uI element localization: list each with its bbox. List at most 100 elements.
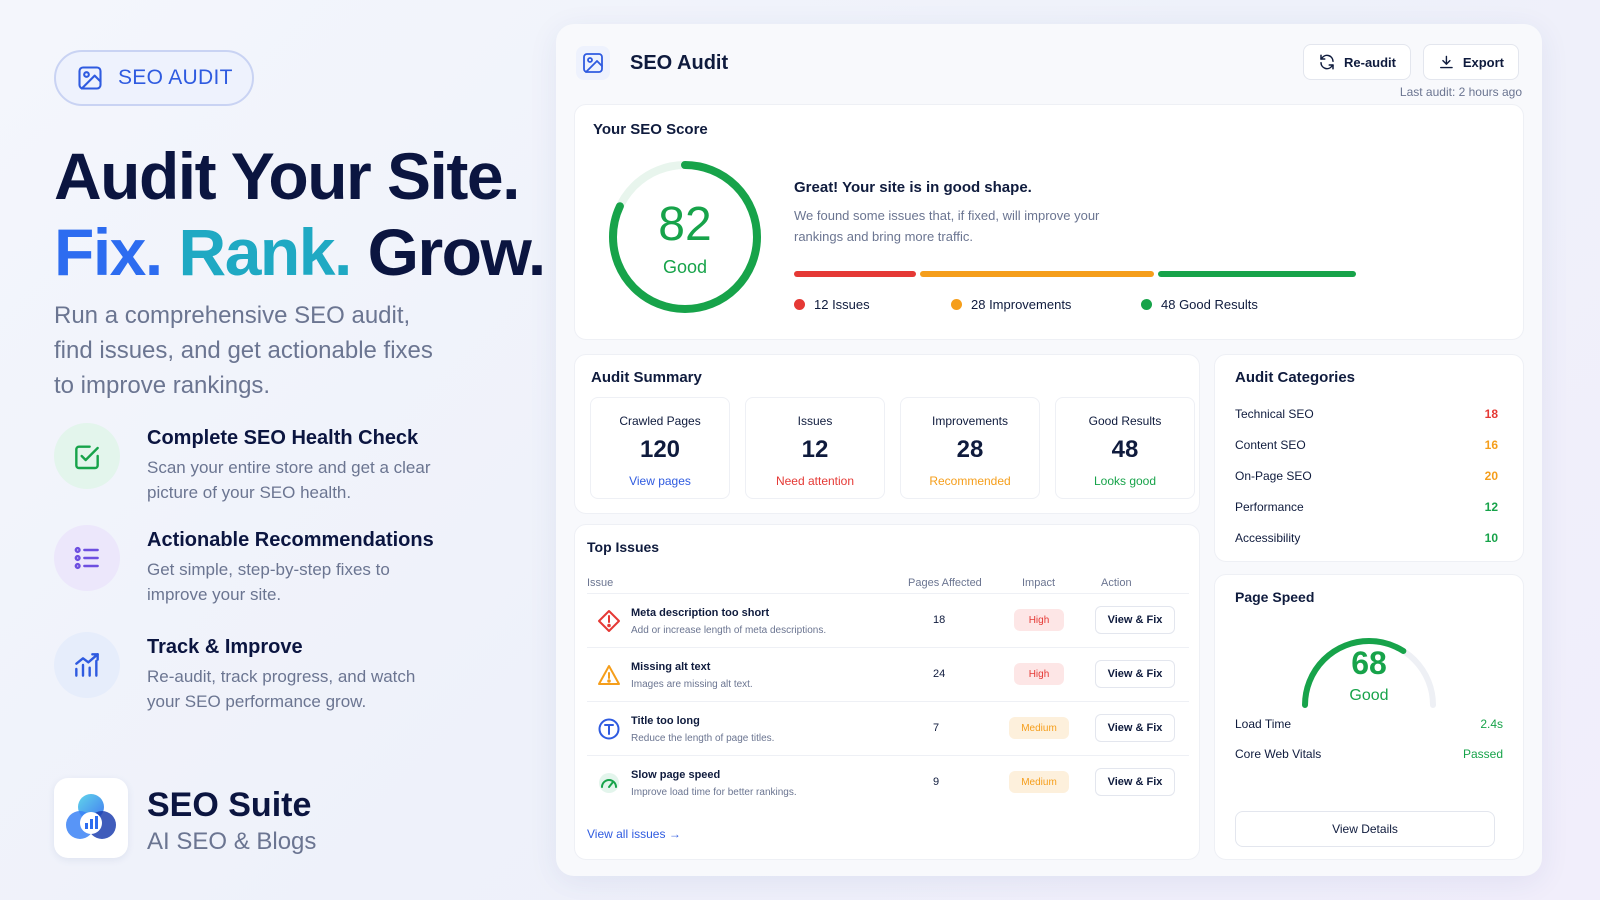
category-count: 12 <box>1484 500 1498 514</box>
headline-grow: Grow. <box>367 215 547 289</box>
view-fix-button[interactable]: View & Fix <box>1095 606 1175 634</box>
app-title: SEO Audit <box>630 52 729 74</box>
score-value: 82 <box>658 198 712 251</box>
category-count: 10 <box>1484 531 1498 545</box>
feature-title: Track & Improve <box>147 636 303 658</box>
feature-desc: Get simple, step-by-step fixes to improv… <box>147 560 390 604</box>
red-dot-icon <box>794 299 805 310</box>
issue-pages: 7 <box>933 722 940 734</box>
load-time-label: Load Time <box>1235 717 1292 731</box>
audit-summary-card: Audit Summary Crawled Pages 120 View pag… <box>574 354 1200 514</box>
feature-title: Actionable Recommendations <box>147 529 434 551</box>
image-icon <box>576 46 610 80</box>
category-count: 16 <box>1484 438 1498 452</box>
issue-title: Slow page speed <box>631 769 721 781</box>
brand-subtitle: AI SEO & Blogs <box>147 828 317 855</box>
feature-health-check: Complete SEO Health Check Scan your enti… <box>54 423 494 503</box>
stat-subtext: Need attention <box>775 474 855 488</box>
list-icon <box>54 525 120 591</box>
legend-issues: 12 Issues <box>794 297 870 312</box>
stat-subtext: Recommended <box>929 474 1011 488</box>
seo-audit-app: SEO Audit Re-audit Export Last audit: 2 … <box>556 24 1542 876</box>
speed-label: Good <box>1349 687 1389 704</box>
category-row[interactable]: Performance 12 <box>1235 500 1503 518</box>
improvements-bar <box>920 271 1154 277</box>
badge-label: SEO AUDIT <box>118 66 233 89</box>
table-row: Slow page speed Improve load time for be… <box>587 755 1189 809</box>
speed-heading: Page Speed <box>1235 589 1315 605</box>
cwv-value: Passed <box>1462 747 1503 761</box>
stat-label: Crawled Pages <box>619 414 701 428</box>
stat-issues: Issues 12 Need attention <box>745 397 885 499</box>
category-row[interactable]: Content SEO 16 <box>1235 438 1503 456</box>
reaudit-button[interactable]: Re-audit <box>1303 44 1411 80</box>
category-label: Content SEO <box>1235 438 1306 452</box>
category-row[interactable]: Accessibility 10 <box>1235 531 1503 549</box>
refresh-icon <box>1320 54 1334 70</box>
impact-badge: Medium <box>1009 717 1069 739</box>
legend-label: 12 Issues <box>814 297 870 312</box>
export-button[interactable]: Export <box>1423 44 1519 80</box>
speed-gauge <box>1302 638 1436 708</box>
stat-improvements: Improvements 28 Recommended <box>900 397 1040 499</box>
green-dot-icon <box>1141 299 1152 310</box>
feature-desc: Re-audit, track progress, and watch your… <box>147 667 416 711</box>
category-label: Accessibility <box>1235 531 1301 545</box>
seo-audit-badge: SEO AUDIT <box>54 50 254 106</box>
good-results-bar <box>1158 271 1356 277</box>
stat-label: Good Results <box>1088 414 1162 428</box>
table-row: Missing alt text Images are missing alt … <box>587 647 1189 701</box>
view-fix-button[interactable]: View & Fix <box>1095 768 1175 796</box>
impact-badge: Medium <box>1009 771 1069 793</box>
headline-rank: Rank. <box>178 215 353 289</box>
issue-desc: Images are missing alt text. <box>631 679 753 690</box>
load-time-row: Load Time 2.4s <box>1235 717 1503 733</box>
reaudit-label: Re-audit <box>1344 54 1396 70</box>
brand-logo <box>54 778 128 858</box>
table-row: Title too long Reduce the length of page… <box>587 701 1189 755</box>
table-row: Meta description too short Add or increa… <box>587 593 1189 647</box>
feature-title: Complete SEO Health Check <box>147 427 419 449</box>
view-pages-link[interactable]: View pages <box>629 474 691 488</box>
feature-track-improve: Track & Improve Re-audit, track progress… <box>54 632 494 712</box>
category-row[interactable]: Technical SEO 18 <box>1235 407 1503 425</box>
stat-value: 120 <box>639 436 681 463</box>
seo-score-card: Your SEO Score 82 Good Great! Your site … <box>574 104 1524 340</box>
column-header-impact: Impact <box>1022 577 1056 589</box>
checklist-icon <box>54 423 120 489</box>
core-web-vitals-row: Core Web Vitals Passed <box>1235 747 1503 763</box>
score-message-body: We found some issues that, if fixed, wil… <box>794 208 1100 244</box>
stat-label: Issues <box>797 414 833 428</box>
summary-heading: Audit Summary <box>591 369 702 386</box>
column-header-issue: Issue <box>587 577 614 589</box>
stat-subtext: Looks good <box>1093 474 1157 488</box>
headline-line1: Audit Your Site. <box>54 139 520 213</box>
view-fix-button[interactable]: View & Fix <box>1095 660 1175 688</box>
category-row[interactable]: On-Page SEO 20 <box>1235 469 1503 487</box>
categories-heading: Audit Categories <box>1235 369 1356 386</box>
warning-triangle-icon <box>598 665 620 685</box>
score-gauge <box>609 161 761 313</box>
legend-label: 28 Improvements <box>971 297 1072 312</box>
issue-pages: 9 <box>933 776 940 788</box>
issues-bar <box>794 271 916 277</box>
issue-title: Missing alt text <box>631 661 711 673</box>
stat-crawled-pages: Crawled Pages 120 View pages <box>590 397 730 499</box>
impact-badge: High <box>1014 609 1064 631</box>
top-issues-card: Top Issues Issue Pages Affected Impact A… <box>574 524 1200 860</box>
headline-line2: Fix. Rank. Grow. <box>54 214 547 290</box>
view-details-button[interactable]: View Details <box>1235 811 1495 847</box>
growth-chart-icon <box>54 632 120 698</box>
feature-recommendations: Actionable Recommendations Get simple, s… <box>54 525 494 605</box>
view-fix-button[interactable]: View & Fix <box>1095 714 1175 742</box>
stat-value: 12 <box>801 436 829 463</box>
issue-desc: Add or increase length of meta descripti… <box>631 625 827 636</box>
impact-badge: High <box>1014 663 1064 685</box>
cwv-label: Core Web Vitals <box>1235 747 1322 761</box>
legend-improvements: 28 Improvements <box>951 297 1071 312</box>
stat-value: 48 <box>1111 436 1139 463</box>
category-count: 20 <box>1484 469 1498 483</box>
view-all-issues-link[interactable]: View all issues → <box>587 827 681 841</box>
brand-name: SEO Suite <box>147 786 312 824</box>
lead-text: Run a comprehensive SEO audit, find issu… <box>54 302 433 399</box>
